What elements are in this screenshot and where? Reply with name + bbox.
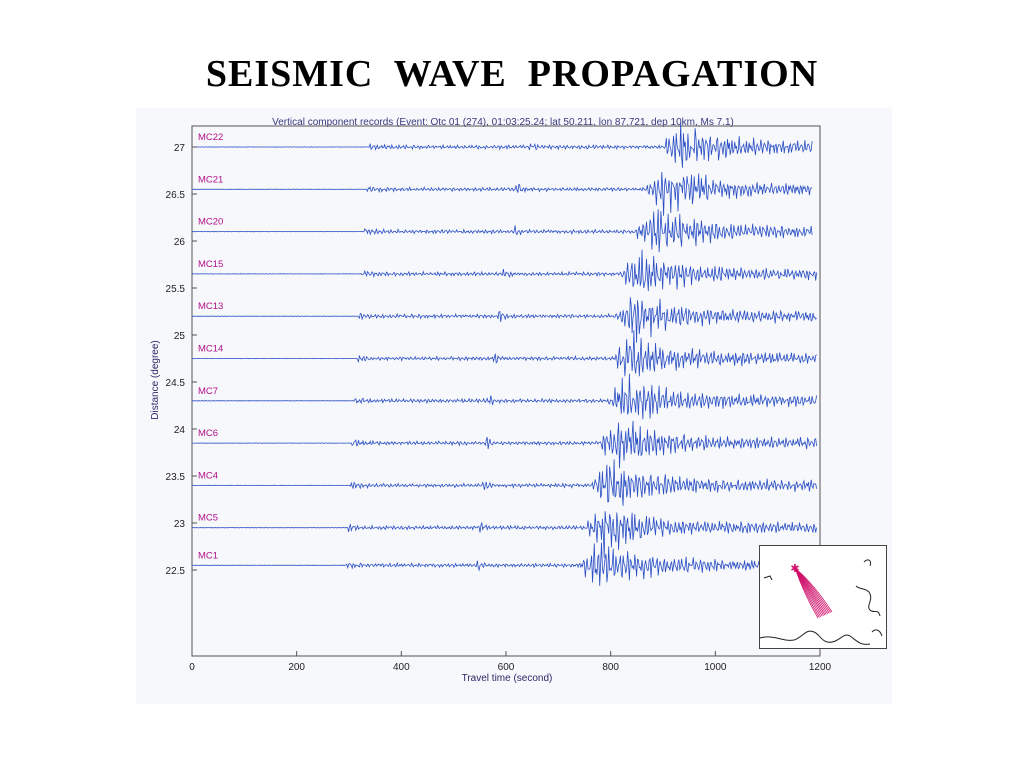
- seismogram-trace-mc14: [191, 330, 817, 377]
- seismogram-trace-mc7: [191, 373, 817, 420]
- station-label-mc7: MC7: [198, 386, 218, 397]
- y-tick-label: 24: [174, 425, 186, 436]
- seismogram-trace-mc6: [191, 420, 817, 469]
- y-tick-label: 25: [174, 331, 186, 342]
- slide-title: SEISMIC WAVE PROPAGATION: [205, 53, 819, 95]
- station-label-mc21: MC21: [198, 174, 223, 185]
- y-tick-label: 26.5: [166, 190, 186, 201]
- seismogram-trace-mc1: [191, 542, 817, 586]
- station-labels: MC22 MC21 MC20 MC15 MC13 MC14 MC7 MC6 MC4 MC5 MC1: [198, 132, 223, 561]
- station-label-mc5: MC5: [198, 513, 218, 524]
- seismogram-trace-mc13: [191, 297, 817, 343]
- station-label-mc13: MC13: [198, 301, 223, 312]
- seismogram-trace-mc20: [191, 209, 813, 253]
- x-tick-label: 0: [189, 662, 195, 673]
- x-axis-label: Travel time (second): [462, 673, 553, 684]
- y-axis-label: Distance (degree): [150, 340, 161, 419]
- y-tick-label: 24.5: [166, 378, 186, 389]
- coastline-outline: [760, 559, 883, 645]
- y-tick-label: 23.5: [166, 472, 186, 483]
- y-tick-label: 22.5: [166, 566, 186, 577]
- epicenter-star-icon: ✱: [790, 562, 799, 575]
- x-tick-label: 600: [498, 662, 515, 673]
- station-label-mc6: MC6: [198, 428, 218, 439]
- seismogram-trace-mc15: [191, 249, 817, 292]
- station-label-mc14: MC14: [198, 344, 223, 355]
- station-label-mc1: MC1: [198, 550, 218, 561]
- station-label-mc20: MC20: [198, 217, 223, 228]
- seismogram-trace-mc21: [191, 171, 813, 216]
- seismogram-trace-mc4: [191, 459, 817, 506]
- y-tick-label: 26: [174, 237, 186, 248]
- y-axis-ticks: 22.5 23 23.5 24 24.5 25 25.5 26 26.5 27: [166, 143, 197, 577]
- y-tick-label: 25.5: [166, 284, 186, 295]
- x-axis-ticks: 0 200 400 600 800 1000 1200: [189, 651, 832, 673]
- ray-paths: [794, 567, 833, 619]
- ray-path: [794, 567, 833, 613]
- plot-border: [191, 125, 821, 657]
- chart-title: Vertical component records (Event: Otc 0…: [272, 117, 734, 128]
- x-tick-label: 1200: [809, 662, 832, 673]
- x-tick-label: 1000: [704, 662, 727, 673]
- station-label-mc22: MC22: [198, 132, 223, 143]
- seismogram-trace-mc22: [192, 122, 813, 168]
- ray-path: [794, 567, 827, 615]
- x-tick-label: 200: [288, 662, 305, 673]
- seismogram-traces: [191, 122, 817, 586]
- station-label-mc4: MC4: [198, 470, 218, 481]
- record-section-plot: Vertical component records (Event: Otc 0…: [150, 117, 832, 684]
- station-map-inset: ✱: [759, 545, 887, 649]
- x-tick-label: 400: [393, 662, 410, 673]
- seismogram-trace-mc5: [191, 511, 817, 558]
- ray-path: [794, 567, 826, 616]
- y-tick-label: 27: [174, 143, 186, 154]
- y-tick-label: 23: [174, 519, 186, 530]
- station-label-mc15: MC15: [198, 259, 223, 270]
- x-tick-label: 800: [602, 662, 619, 673]
- seismogram-figure: Vertical component records (Event: Otc 0…: [136, 108, 892, 704]
- axes-frame: [191, 125, 821, 657]
